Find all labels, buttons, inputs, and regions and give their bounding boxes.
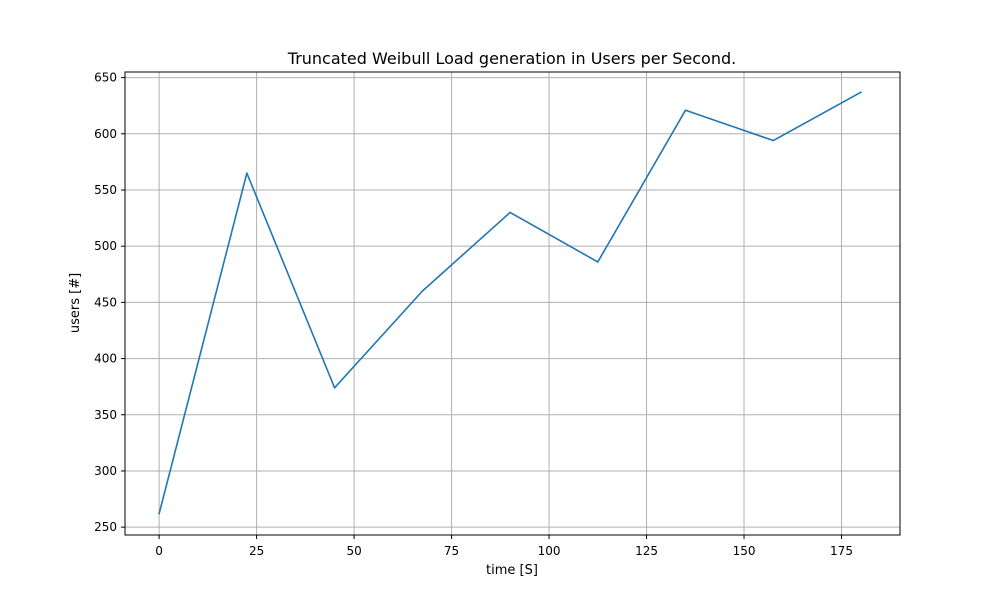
data-point: [509, 211, 511, 214]
x-tick-label: 75: [444, 544, 459, 558]
grid: [125, 72, 900, 535]
x-axis-label: time [S]: [486, 563, 538, 578]
x-tick-label: 100: [538, 544, 561, 558]
y-tick-label: 450: [94, 295, 117, 309]
chart-title: Truncated Weibull Load generation in Use…: [287, 49, 736, 68]
x-tick-label: 25: [249, 544, 264, 558]
data-point: [860, 91, 862, 94]
x-tick-label: 150: [733, 544, 756, 558]
x-tick-label: 125: [635, 544, 658, 558]
y-tick-label: 600: [94, 127, 117, 141]
data-point: [333, 386, 336, 389]
y-tick-label: 400: [94, 352, 117, 366]
x-tick-label: 0: [155, 544, 163, 558]
y-tick-label: 350: [94, 408, 117, 422]
x-tick-label: 175: [830, 544, 853, 558]
data-point: [596, 261, 599, 263]
data-point: [158, 512, 160, 515]
y-tick-label: 250: [94, 520, 117, 534]
y-tick-label: 300: [94, 464, 117, 478]
data-point: [246, 172, 248, 174]
data-point: [772, 139, 775, 142]
y-tick-label: 500: [94, 239, 117, 253]
ticks: 0 25 50 75 100 125 150 175 250 300 350 400 450 500 550…: [94, 71, 853, 558]
x-tick-label: 50: [346, 544, 361, 558]
y-axis-label: users [#]: [68, 273, 83, 333]
y-tick-label: 650: [94, 71, 117, 85]
data-point: [421, 290, 424, 292]
y-tick-label: 550: [94, 183, 117, 197]
series-layer: [158, 91, 862, 515]
plot-frame: [124, 71, 901, 536]
data-point: [684, 109, 687, 112]
